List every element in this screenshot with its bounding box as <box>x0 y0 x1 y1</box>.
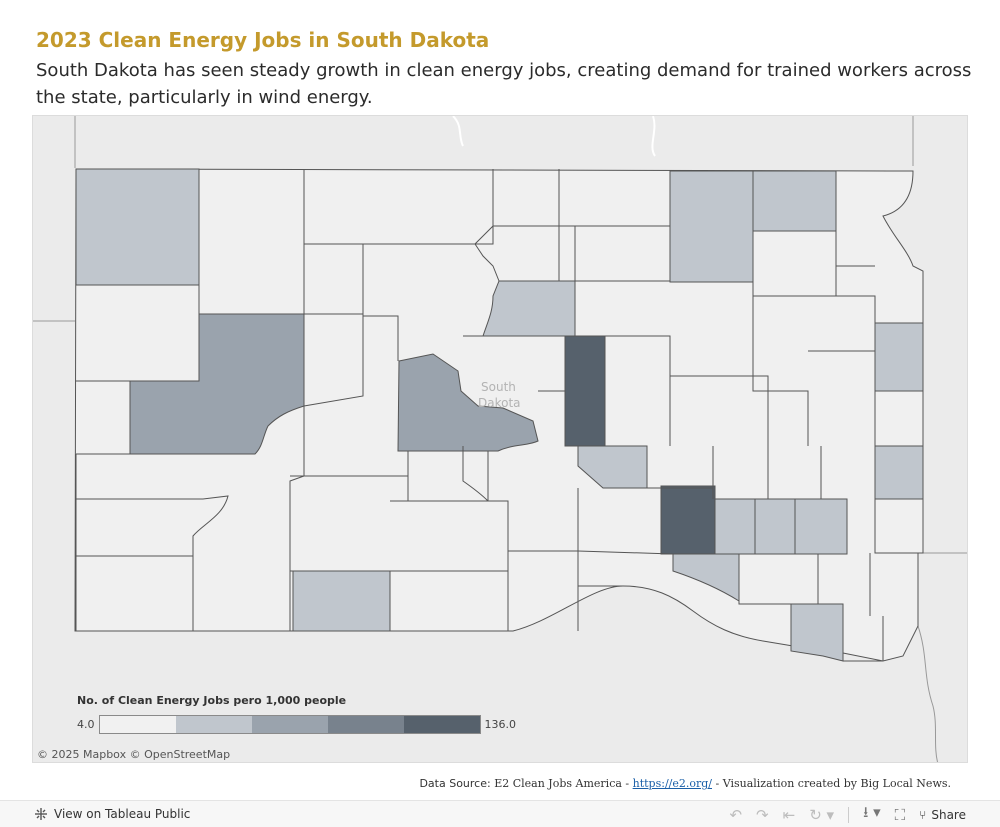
undo-icon[interactable]: ↶ <box>729 805 743 824</box>
share-label: Share <box>931 807 966 822</box>
county-pennington <box>129 313 305 455</box>
county-hughes <box>564 335 606 447</box>
fullscreen-icon[interactable]: ⛶ <box>894 805 906 824</box>
legend-bar <box>98 715 481 734</box>
legend-min: 4.0 <box>77 718 95 731</box>
legend-swatch-1 <box>99 716 176 733</box>
legend-swatch-3 <box>251 716 328 733</box>
source-text2: - Visualization created by Big Local New… <box>712 777 951 790</box>
legend-row: 4.0 136.0 <box>77 715 516 734</box>
refresh-icon[interactable]: ↻ ▾ <box>809 805 835 824</box>
map-container[interactable]: South Dakota No. of Clean Energy Jobs pe… <box>32 115 968 763</box>
county-union <box>790 603 844 662</box>
tableau-logo-icon <box>35 808 47 820</box>
county-harding <box>75 168 200 286</box>
county-brown <box>669 170 754 283</box>
share-button[interactable]: ⑂ Share <box>919 808 966 822</box>
source-text1: E2 Clean Jobs America - <box>494 777 633 790</box>
redo-icon[interactable]: ↷ <box>756 805 769 824</box>
county-davison <box>660 485 716 555</box>
data-source: Data Source: E2 Clean Jobs America - htt… <box>419 777 951 790</box>
share-icon: ⑂ <box>919 807 927 822</box>
county-marshall <box>752 170 837 232</box>
map-attribution[interactable]: © 2025 Mapbox © OpenStreetMap <box>37 748 231 761</box>
county-hanson <box>714 498 756 555</box>
page-title: 2023 Clean Energy Jobs in South Dakota <box>36 28 490 52</box>
view-on-tableau-button[interactable]: View on Tableau Public <box>34 807 190 821</box>
county-haakon <box>397 353 539 452</box>
county-deuel <box>874 322 924 392</box>
toolbar-actions: ↶ ↷ ⇤ ↻ ▾ ⭳ ▾ ⛶ ⑂ Share <box>729 801 966 827</box>
legend: No. of Clean Energy Jobs pero 1,000 peop… <box>77 694 516 734</box>
county-minnehaha <box>794 498 848 555</box>
state-label-line1: South <box>481 380 516 394</box>
county-mccook <box>754 498 796 555</box>
county-potter <box>482 280 576 337</box>
download-icon[interactable]: ⭳ ▾ <box>863 803 881 821</box>
legend-swatch-5 <box>403 716 480 733</box>
county-moody <box>874 445 924 500</box>
source-label: Data Source: <box>419 777 491 790</box>
county-bennett <box>292 570 391 632</box>
county-borders <box>75 169 923 662</box>
legend-swatch-4 <box>327 716 404 733</box>
page-subtitle: South Dakota has seen steady growth in c… <box>36 60 972 108</box>
legend-max: 136.0 <box>484 718 517 731</box>
map-canvas: South Dakota <box>33 116 967 762</box>
county-shading <box>75 168 924 662</box>
tableau-toolbar: View on Tableau Public ↶ ↷ ⇤ ↻ ▾ ⭳ ▾ ⛶ ⑂… <box>0 800 1000 827</box>
toolbar-divider <box>848 806 850 823</box>
legend-title: No. of Clean Energy Jobs pero 1,000 peop… <box>77 694 347 707</box>
source-link[interactable]: https://e2.org/ <box>632 777 712 790</box>
revert-icon[interactable]: ⇤ <box>782 805 796 824</box>
view-on-tableau-label: View on Tableau Public <box>54 807 191 821</box>
legend-swatch-2 <box>175 716 252 733</box>
county-buffalo <box>577 445 648 489</box>
state-label-line2: Dakota <box>478 396 521 410</box>
